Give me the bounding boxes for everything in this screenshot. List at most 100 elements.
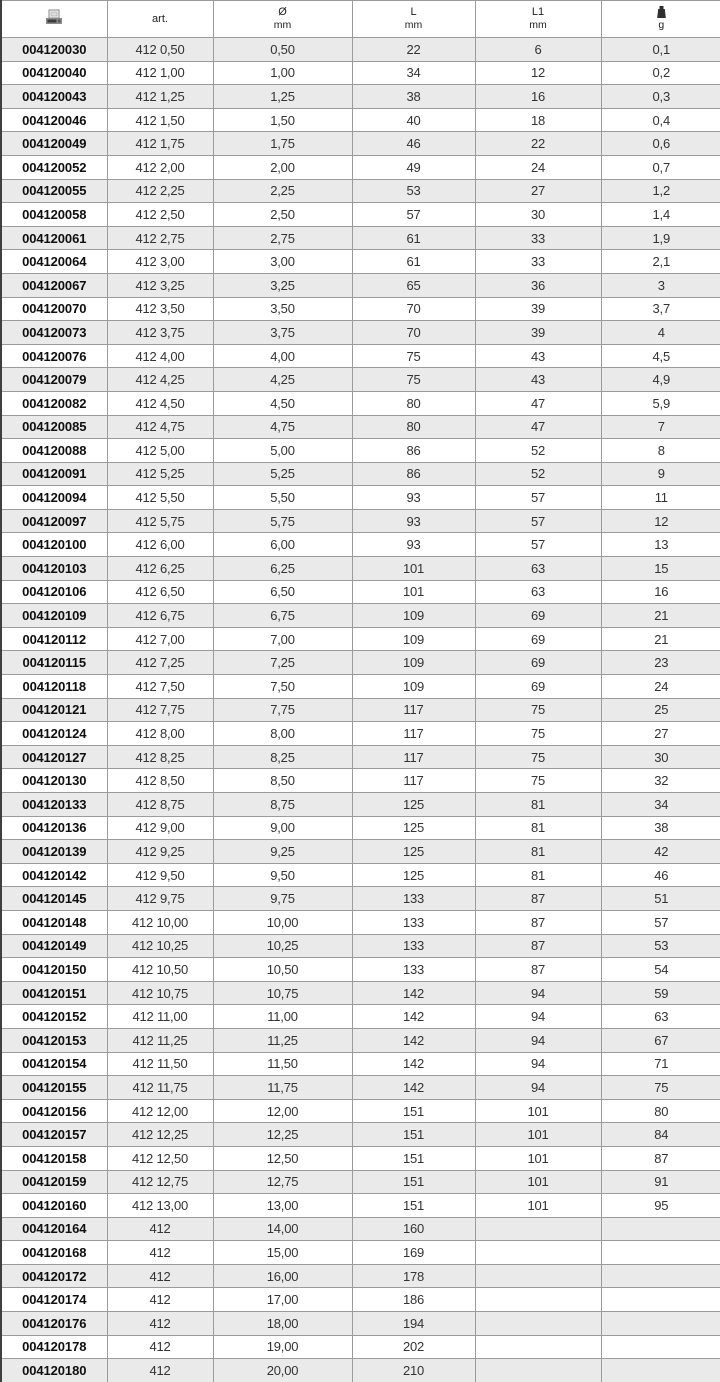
- cell-diameter: 12,00: [212, 1098, 353, 1124]
- cell-weight: 1,2: [600, 178, 720, 204]
- length1-label: L1: [531, 5, 545, 18]
- cell-article-number: 004120124: [0, 721, 108, 746]
- cell-weight: [600, 1240, 720, 1265]
- cell-length1: 33: [474, 249, 602, 274]
- cell-diameter: 12,25: [212, 1122, 353, 1147]
- table-row: 004120070 412 3,50 3,50 70 39 3,7: [0, 296, 720, 322]
- cell-article-number: 004120148: [0, 909, 108, 935]
- cell-art: 412 2,50: [106, 202, 214, 227]
- cell-length: 125: [351, 815, 476, 841]
- cell-length: 80: [351, 390, 476, 416]
- cell-length: 202: [351, 1334, 476, 1360]
- cell-art: 412 0,50: [106, 37, 214, 62]
- cell-article-number: 004120103: [0, 556, 108, 581]
- table-row: 004120079 412 4,25 4,25 75 43 4,9: [0, 367, 720, 392]
- cell-diameter: 2,50: [212, 202, 353, 227]
- cell-art: 412: [106, 1358, 214, 1382]
- cell-art: 412: [106, 1263, 214, 1289]
- cell-length1: 94: [474, 1004, 602, 1029]
- cell-art: 412 3,00: [106, 249, 214, 274]
- cell-length1: [474, 1287, 602, 1313]
- cell-length1: 43: [474, 343, 602, 369]
- cell-length1: 39: [474, 320, 602, 345]
- table-row: 004120148 412 10,00 10,00 133 87 57: [0, 909, 720, 935]
- cell-article-number: 004120159: [0, 1169, 108, 1195]
- cell-article-number: 004120100: [0, 532, 108, 558]
- diameter-unit: mm: [273, 19, 292, 32]
- cell-length: 125: [351, 862, 476, 888]
- cell-weight: 3,7: [600, 296, 720, 322]
- cell-length: 160: [351, 1216, 476, 1242]
- cell-length1: 63: [474, 556, 602, 581]
- cell-weight: 9: [600, 461, 720, 487]
- cell-weight: 27: [600, 721, 720, 746]
- cell-weight: 3: [600, 272, 720, 298]
- table-row: 004120153 412 11,25 11,25 142 94 67: [0, 1027, 720, 1053]
- cell-article-number: 004120164: [0, 1216, 108, 1242]
- cell-diameter: 18,00: [212, 1311, 353, 1336]
- table-row: 004120180 412 20,00 210: [0, 1358, 720, 1382]
- table-row: 004120061 412 2,75 2,75 61 33 1,9: [0, 225, 720, 251]
- cell-length1: 43: [474, 367, 602, 392]
- cell-diameter: 20,00: [212, 1358, 353, 1382]
- cell-diameter: 16,00: [212, 1263, 353, 1289]
- cell-length: 117: [351, 697, 476, 723]
- cell-diameter: 19,00: [212, 1334, 353, 1360]
- cell-diameter: 9,75: [212, 886, 353, 911]
- cell-art: 412 7,00: [106, 626, 214, 652]
- cell-art: 412 13,00: [106, 1193, 214, 1218]
- cell-length: 117: [351, 721, 476, 746]
- table-row: 004120082 412 4,50 4,50 80 47 5,9: [0, 390, 720, 416]
- cell-article-number: 004120097: [0, 508, 108, 534]
- cell-length: 80: [351, 414, 476, 440]
- cell-article-number: 004120112: [0, 626, 108, 652]
- cell-diameter: 5,75: [212, 508, 353, 534]
- cell-length1: 101: [474, 1122, 602, 1147]
- cell-length: 194: [351, 1311, 476, 1336]
- cell-length1: 87: [474, 933, 602, 959]
- cell-diameter: 12,75: [212, 1169, 353, 1195]
- cell-length: 40: [351, 107, 476, 133]
- cell-diameter: 1,25: [212, 84, 353, 109]
- cell-weight: 0,7: [600, 154, 720, 180]
- cell-length: 151: [351, 1145, 476, 1171]
- cell-article-number: 004120149: [0, 933, 108, 959]
- col-header-article-number: [0, 0, 108, 38]
- cell-length1: 6: [474, 37, 602, 62]
- cell-article-number: 004120076: [0, 343, 108, 369]
- table-row: 004120176 412 18,00 194: [0, 1311, 720, 1336]
- cell-diameter: 3,50: [212, 296, 353, 322]
- table-body: 004120030 412 0,50 0,50 22 6 0,1 0041200…: [0, 37, 720, 1382]
- cell-length: 133: [351, 886, 476, 911]
- cell-length: 22: [351, 37, 476, 62]
- cell-length1: 57: [474, 508, 602, 534]
- table-row: 004120178 412 19,00 202: [0, 1334, 720, 1360]
- cell-diameter: 6,50: [212, 579, 353, 605]
- table-row: 004120040 412 1,00 1,00 34 12 0,2: [0, 60, 720, 86]
- cell-weight: 91: [600, 1169, 720, 1195]
- cell-diameter: 15,00: [212, 1240, 353, 1265]
- printer-icon: [43, 9, 65, 26]
- cell-length: 93: [351, 508, 476, 534]
- cell-art: 412 7,25: [106, 650, 214, 676]
- cell-weight: 4,9: [600, 367, 720, 392]
- cell-article-number: 004120154: [0, 1051, 108, 1077]
- cell-diameter: 4,00: [212, 343, 353, 369]
- cell-diameter: 5,25: [212, 461, 353, 487]
- cell-length: 53: [351, 178, 476, 204]
- cell-length: 109: [351, 674, 476, 699]
- table-row: 004120151 412 10,75 10,75 142 94 59: [0, 980, 720, 1006]
- cell-art: 412 8,25: [106, 744, 214, 770]
- cell-article-number: 004120055: [0, 178, 108, 204]
- cell-weight: 0,2: [600, 60, 720, 86]
- cell-weight: 95: [600, 1193, 720, 1218]
- cell-article-number: 004120136: [0, 815, 108, 841]
- cell-length1: 69: [474, 603, 602, 628]
- cell-length1: 101: [474, 1145, 602, 1171]
- cell-art: 412: [106, 1240, 214, 1265]
- cell-diameter: 10,50: [212, 957, 353, 982]
- cell-length1: 16: [474, 84, 602, 109]
- cell-article-number: 004120145: [0, 886, 108, 911]
- cell-art: 412 4,00: [106, 343, 214, 369]
- cell-art: 412 9,25: [106, 839, 214, 864]
